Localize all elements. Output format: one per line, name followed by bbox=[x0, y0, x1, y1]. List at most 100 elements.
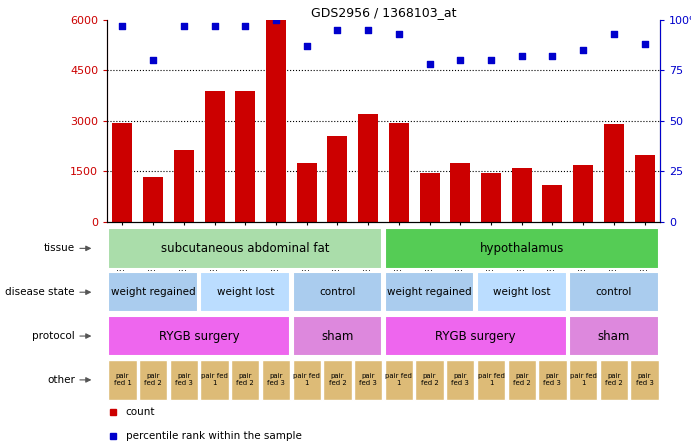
Text: RYGB surgery: RYGB surgery bbox=[159, 329, 240, 343]
Point bbox=[424, 61, 435, 68]
Text: pair fed
1: pair fed 1 bbox=[569, 373, 596, 386]
Text: subcutaneous abdominal fat: subcutaneous abdominal fat bbox=[161, 242, 330, 255]
Bar bbox=[385, 360, 413, 400]
Bar bbox=[538, 360, 567, 400]
Bar bbox=[292, 360, 321, 400]
Bar bbox=[477, 360, 505, 400]
Bar bbox=[143, 177, 163, 222]
Bar bbox=[419, 173, 439, 222]
Point bbox=[178, 23, 189, 30]
Text: pair
fed 2: pair fed 2 bbox=[421, 373, 439, 386]
Text: weight lost: weight lost bbox=[493, 287, 551, 297]
Text: weight regained: weight regained bbox=[387, 287, 472, 297]
Point bbox=[209, 23, 220, 30]
Bar bbox=[108, 316, 290, 356]
Text: pair fed
1: pair fed 1 bbox=[293, 373, 320, 386]
Bar bbox=[600, 360, 628, 400]
Bar bbox=[385, 316, 567, 356]
Bar bbox=[573, 165, 593, 222]
Text: weight lost: weight lost bbox=[216, 287, 274, 297]
Text: pair
fed 2: pair fed 2 bbox=[513, 373, 531, 386]
Bar bbox=[512, 168, 531, 222]
Text: sham: sham bbox=[321, 329, 354, 343]
Text: pair fed
1: pair fed 1 bbox=[386, 373, 413, 386]
Text: control: control bbox=[319, 287, 356, 297]
Text: pair fed
1: pair fed 1 bbox=[201, 373, 228, 386]
Point bbox=[240, 23, 251, 30]
Bar bbox=[569, 316, 659, 356]
Bar bbox=[292, 272, 382, 313]
Text: pair
fed 2: pair fed 2 bbox=[236, 373, 254, 386]
Bar bbox=[385, 228, 659, 269]
Bar bbox=[113, 123, 133, 222]
Text: other: other bbox=[47, 375, 75, 385]
Bar bbox=[604, 124, 624, 222]
Text: pair
fed 3: pair fed 3 bbox=[359, 373, 377, 386]
Point bbox=[455, 57, 466, 64]
Text: pair
fed 1: pair fed 1 bbox=[113, 373, 131, 386]
Text: pair
fed 2: pair fed 2 bbox=[605, 373, 623, 386]
Text: percentile rank within the sample: percentile rank within the sample bbox=[126, 431, 302, 440]
Text: disease state: disease state bbox=[6, 287, 75, 297]
Text: pair
fed 3: pair fed 3 bbox=[451, 373, 469, 386]
Text: weight regained: weight regained bbox=[111, 287, 196, 297]
Point bbox=[547, 53, 558, 60]
Bar bbox=[205, 91, 225, 222]
Text: protocol: protocol bbox=[32, 331, 75, 341]
Bar bbox=[236, 91, 255, 222]
Point bbox=[639, 41, 650, 48]
Bar bbox=[231, 360, 259, 400]
Point bbox=[608, 31, 619, 38]
Text: tissue: tissue bbox=[44, 243, 75, 254]
Bar bbox=[108, 272, 198, 313]
Text: hypothalamus: hypothalamus bbox=[480, 242, 564, 255]
Bar bbox=[328, 136, 348, 222]
Bar bbox=[477, 272, 567, 313]
Bar bbox=[451, 163, 471, 222]
Bar bbox=[296, 163, 316, 222]
Bar bbox=[200, 272, 290, 313]
Text: pair
fed 3: pair fed 3 bbox=[175, 373, 193, 386]
Bar bbox=[292, 316, 382, 356]
Bar bbox=[323, 360, 352, 400]
Bar bbox=[385, 272, 475, 313]
Point bbox=[363, 27, 374, 34]
Point bbox=[148, 57, 159, 64]
Bar bbox=[569, 360, 597, 400]
Bar bbox=[108, 360, 137, 400]
Bar bbox=[481, 173, 501, 222]
Bar bbox=[262, 360, 290, 400]
Bar bbox=[569, 272, 659, 313]
Bar bbox=[415, 360, 444, 400]
Bar bbox=[634, 155, 654, 222]
Bar bbox=[200, 360, 229, 400]
Title: GDS2956 / 1368103_at: GDS2956 / 1368103_at bbox=[311, 6, 456, 19]
Bar bbox=[630, 360, 659, 400]
Text: pair
fed 2: pair fed 2 bbox=[144, 373, 162, 386]
Text: pair
fed 3: pair fed 3 bbox=[544, 373, 561, 386]
Point bbox=[270, 16, 281, 24]
Point bbox=[516, 53, 527, 60]
Bar bbox=[389, 123, 409, 222]
Point bbox=[301, 43, 312, 50]
Point bbox=[486, 57, 497, 64]
Text: count: count bbox=[126, 407, 155, 417]
Point bbox=[578, 47, 589, 54]
Bar bbox=[266, 20, 286, 222]
Text: pair fed
1: pair fed 1 bbox=[477, 373, 504, 386]
Point bbox=[117, 23, 128, 30]
Bar bbox=[542, 185, 562, 222]
Bar bbox=[354, 360, 382, 400]
Bar bbox=[358, 114, 378, 222]
Bar bbox=[174, 150, 194, 222]
Bar bbox=[108, 228, 382, 269]
Text: pair
fed 3: pair fed 3 bbox=[267, 373, 285, 386]
Point bbox=[332, 27, 343, 34]
Text: pair
fed 2: pair fed 2 bbox=[328, 373, 346, 386]
Text: sham: sham bbox=[598, 329, 630, 343]
Text: pair
fed 3: pair fed 3 bbox=[636, 373, 654, 386]
Point bbox=[393, 31, 404, 38]
Bar bbox=[446, 360, 475, 400]
Text: control: control bbox=[596, 287, 632, 297]
Text: RYGB surgery: RYGB surgery bbox=[435, 329, 516, 343]
